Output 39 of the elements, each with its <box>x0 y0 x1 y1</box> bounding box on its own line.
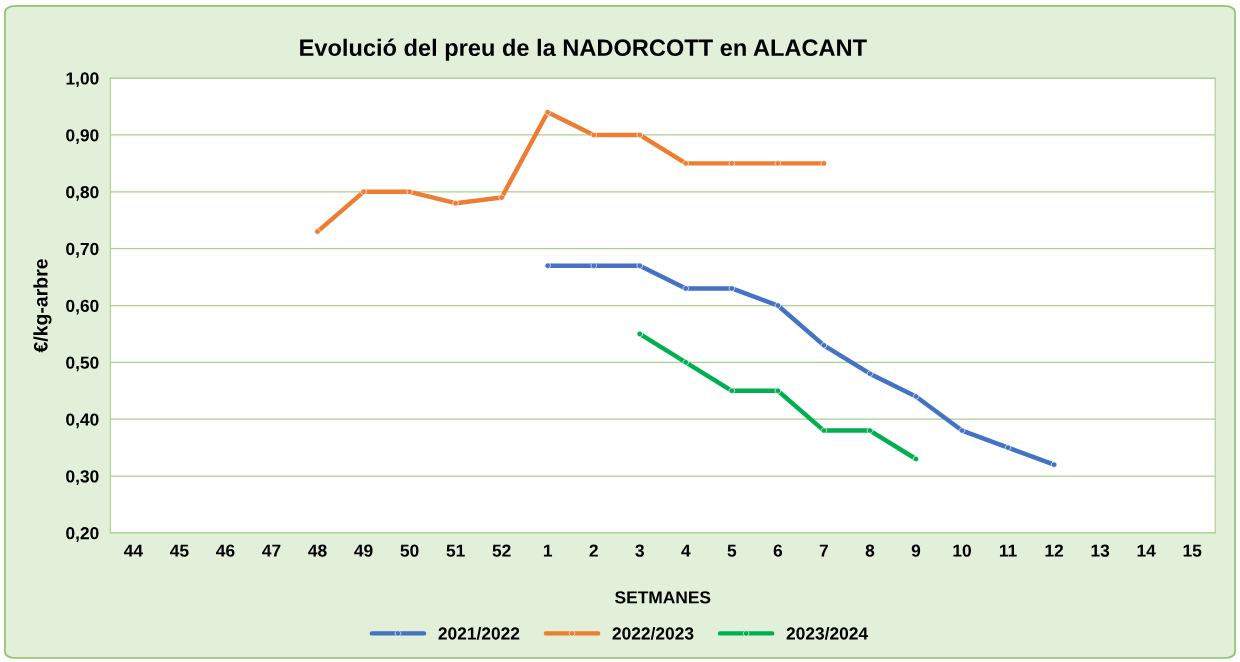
x-tick-label: 45 <box>170 544 189 557</box>
x-tick-label: 11 <box>999 544 1017 557</box>
y-tick-label: 0,80 <box>66 185 99 201</box>
x-tick-label: 47 <box>262 544 281 557</box>
x-tick-label: 13 <box>1091 544 1110 557</box>
x-tick-label: 4 <box>681 544 691 557</box>
legend-label: 2022/2023 <box>612 626 694 640</box>
x-tick-label: 50 <box>400 544 419 557</box>
x-tick-label: 49 <box>354 544 373 557</box>
y-tick-label: 0,40 <box>66 413 99 429</box>
x-tick-label: 46 <box>216 544 235 557</box>
x-tick-label: 2 <box>589 544 598 557</box>
x-tick-label: 48 <box>308 544 327 557</box>
y-tick-label: 0,90 <box>66 129 99 144</box>
legend-label: 2023/2024 <box>786 626 868 640</box>
y-tick-label: 0,60 <box>66 299 99 315</box>
x-tick-label: 44 <box>123 544 143 557</box>
x-tick-label: 51 <box>446 544 465 557</box>
x-tick-label: 14 <box>1137 544 1156 557</box>
x-tick-label: 6 <box>773 544 783 557</box>
x-tick-label: 3 <box>635 544 644 557</box>
x-tick-label: 1 <box>543 544 553 557</box>
y-tick-label: 0,70 <box>66 242 99 258</box>
x-tick-label: 10 <box>953 544 971 557</box>
y-tick-label: 1,00 <box>66 72 99 88</box>
x-tick-label: 8 <box>865 544 875 557</box>
y-tick-label: 0,50 <box>66 356 99 372</box>
x-tick-label: 5 <box>727 544 737 557</box>
y-axis-title: €/kg-arbre <box>33 259 52 353</box>
legend-label: 2021/2022 <box>438 626 520 640</box>
x-tick-label: 7 <box>819 544 828 557</box>
x-tick-label: 9 <box>911 544 921 557</box>
x-tick-label: 12 <box>1045 544 1064 557</box>
x-axis-title: SETMANES <box>615 591 711 604</box>
chart-title: Evolució del preu de la NADORCOTT en ALACANT <box>300 38 867 61</box>
y-tick-label: 0,30 <box>66 470 99 486</box>
y-tick-label: 0,20 <box>66 527 99 542</box>
x-tick-label: 52 <box>492 544 511 557</box>
x-tick-label: 15 <box>1183 544 1202 557</box>
